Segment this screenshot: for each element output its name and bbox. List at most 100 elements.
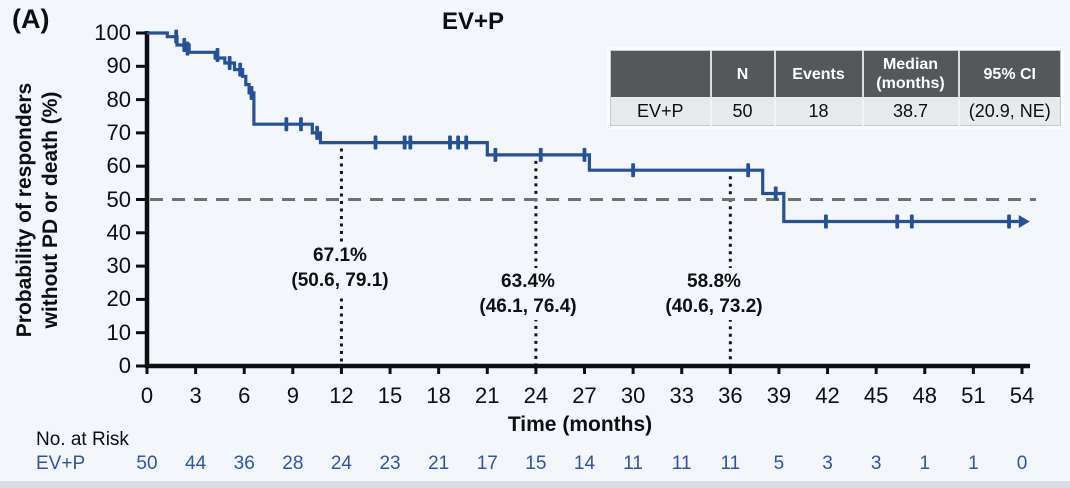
at-risk-count: 17 xyxy=(476,453,498,474)
x-tick-label: 12 xyxy=(329,383,354,408)
censor-tick xyxy=(215,47,220,62)
censor-tick xyxy=(284,117,289,132)
censor-tick xyxy=(824,214,828,229)
summary-table-header-row: N Events Median (months) 95% CI xyxy=(610,50,1061,97)
x-tick-label: 36 xyxy=(718,383,743,408)
at-risk-count: 23 xyxy=(379,453,401,474)
x-tick-label: 15 xyxy=(377,383,403,408)
censor-tick xyxy=(773,186,778,201)
at-risk-series-label: EV+P xyxy=(36,453,86,474)
at-risk-count: 3 xyxy=(870,453,882,474)
at-risk-count: 1 xyxy=(919,453,931,474)
x-tick-label: 39 xyxy=(766,383,792,408)
y-tick-label: 10 xyxy=(106,319,131,345)
x-tick-label: 18 xyxy=(426,383,451,408)
x-tick-label: 24 xyxy=(523,383,549,408)
y-tick-label: 100 xyxy=(94,20,131,45)
summary-table-data-row: EV+P 50 18 38.7 (20.9, NE) xyxy=(610,97,1061,126)
at-risk-count: 5 xyxy=(773,453,785,474)
summary-cell-n: 50 xyxy=(709,97,775,126)
at-risk-count: 15 xyxy=(525,453,547,474)
y-tick-label: 50 xyxy=(106,186,131,212)
at-risk-count: 11 xyxy=(623,453,643,474)
censor-tick xyxy=(402,135,407,150)
x-tick-label: 3 xyxy=(189,383,202,408)
y-tick-label: 30 xyxy=(106,253,131,279)
censor-tick xyxy=(249,85,254,100)
censor-tick xyxy=(227,55,232,70)
censor-tick xyxy=(1007,214,1011,229)
at-risk-count: 28 xyxy=(282,453,304,474)
censor-tick xyxy=(299,117,303,132)
censor-tick xyxy=(456,135,461,150)
at-risk-count: 1 xyxy=(968,453,979,474)
summary-cell-median: 38.7 xyxy=(861,97,959,126)
panel-label: (A) xyxy=(12,4,50,34)
censor-tick xyxy=(631,163,636,178)
summary-cell-ci: (20.9, NE) xyxy=(957,97,1061,126)
x-tick-label: 6 xyxy=(238,383,251,408)
at-risk-count: 24 xyxy=(330,453,353,474)
censor-tick xyxy=(408,135,413,150)
at-risk-count: 0 xyxy=(1016,453,1028,474)
landmark-rate: 58.8% xyxy=(687,271,741,292)
x-tick-label: 54 xyxy=(1009,383,1035,408)
summary-header-blank xyxy=(610,50,711,97)
censor-tick xyxy=(464,135,469,150)
landmark-ci: (46.1, 76.4) xyxy=(479,296,577,317)
x-axis-label: Time (months) xyxy=(507,413,653,436)
at-risk-count: 50 xyxy=(136,453,158,474)
at-risk-count: 11 xyxy=(720,453,741,474)
at-risk-count: 21 xyxy=(428,453,450,474)
summary-cell-arm: EV+P xyxy=(610,97,711,126)
y-tick-label: 90 xyxy=(106,53,131,79)
censor-tick xyxy=(448,135,452,150)
landmark-ci: (50.6, 79.1) xyxy=(291,270,389,291)
at-risk-count: 44 xyxy=(185,453,207,474)
landmark-annotation-36mo: 58.8% (40.6, 73.2) xyxy=(661,268,767,320)
x-tick-label: 48 xyxy=(912,383,938,408)
y-tick-label: 80 xyxy=(106,86,131,112)
censor-tick xyxy=(909,214,914,229)
censor-tick xyxy=(174,29,179,44)
summary-header-median: Median (months) xyxy=(861,50,959,97)
censor-tick xyxy=(538,147,543,162)
x-tick-label: 0 xyxy=(140,383,154,408)
landmark-rate: 67.1% xyxy=(313,245,367,266)
x-tick-label: 45 xyxy=(863,383,889,408)
y-tick-label: 60 xyxy=(106,153,131,179)
x-tick-label: 27 xyxy=(572,383,597,408)
y-tick-label: 0 xyxy=(118,353,131,378)
censor-tick xyxy=(238,62,243,77)
censor-tick xyxy=(493,147,498,162)
landmark-ci: (40.6, 73.2) xyxy=(665,296,763,317)
chart-title: EV+P xyxy=(441,8,505,35)
censor-tick xyxy=(895,214,900,229)
summary-header-ci: 95% CI xyxy=(957,50,1061,97)
no-at-risk-heading: No. at Risk xyxy=(36,429,129,450)
summary-header-n: N xyxy=(709,50,775,97)
at-risk-count: 36 xyxy=(233,453,255,474)
landmark-annotation-24mo: 63.4% (46.1, 76.4) xyxy=(475,268,581,320)
x-tick-label: 30 xyxy=(620,383,646,408)
censor-tick xyxy=(746,163,751,178)
y-tick-label: 40 xyxy=(106,219,131,245)
at-risk-count: 3 xyxy=(822,453,833,474)
censor-tick xyxy=(182,37,187,52)
censor-tick xyxy=(373,135,378,150)
censor-tick xyxy=(315,125,320,140)
x-tick-label: 33 xyxy=(669,383,694,408)
y-tick-label: 70 xyxy=(106,119,131,145)
y-tick-label: 20 xyxy=(106,286,131,312)
x-tick-label: 42 xyxy=(815,383,840,408)
landmark-rate: 63.4% xyxy=(501,271,555,292)
x-tick-label: 51 xyxy=(961,383,986,408)
landmark-annotation-12mo: 67.1% (50.6, 79.1) xyxy=(287,242,393,294)
at-risk-count: 11 xyxy=(671,453,692,474)
x-tick-label: 21 xyxy=(475,383,500,408)
at-risk-count: 14 xyxy=(573,453,596,474)
summary-cell-events: 18 xyxy=(773,97,863,126)
censor-tick xyxy=(582,147,587,162)
